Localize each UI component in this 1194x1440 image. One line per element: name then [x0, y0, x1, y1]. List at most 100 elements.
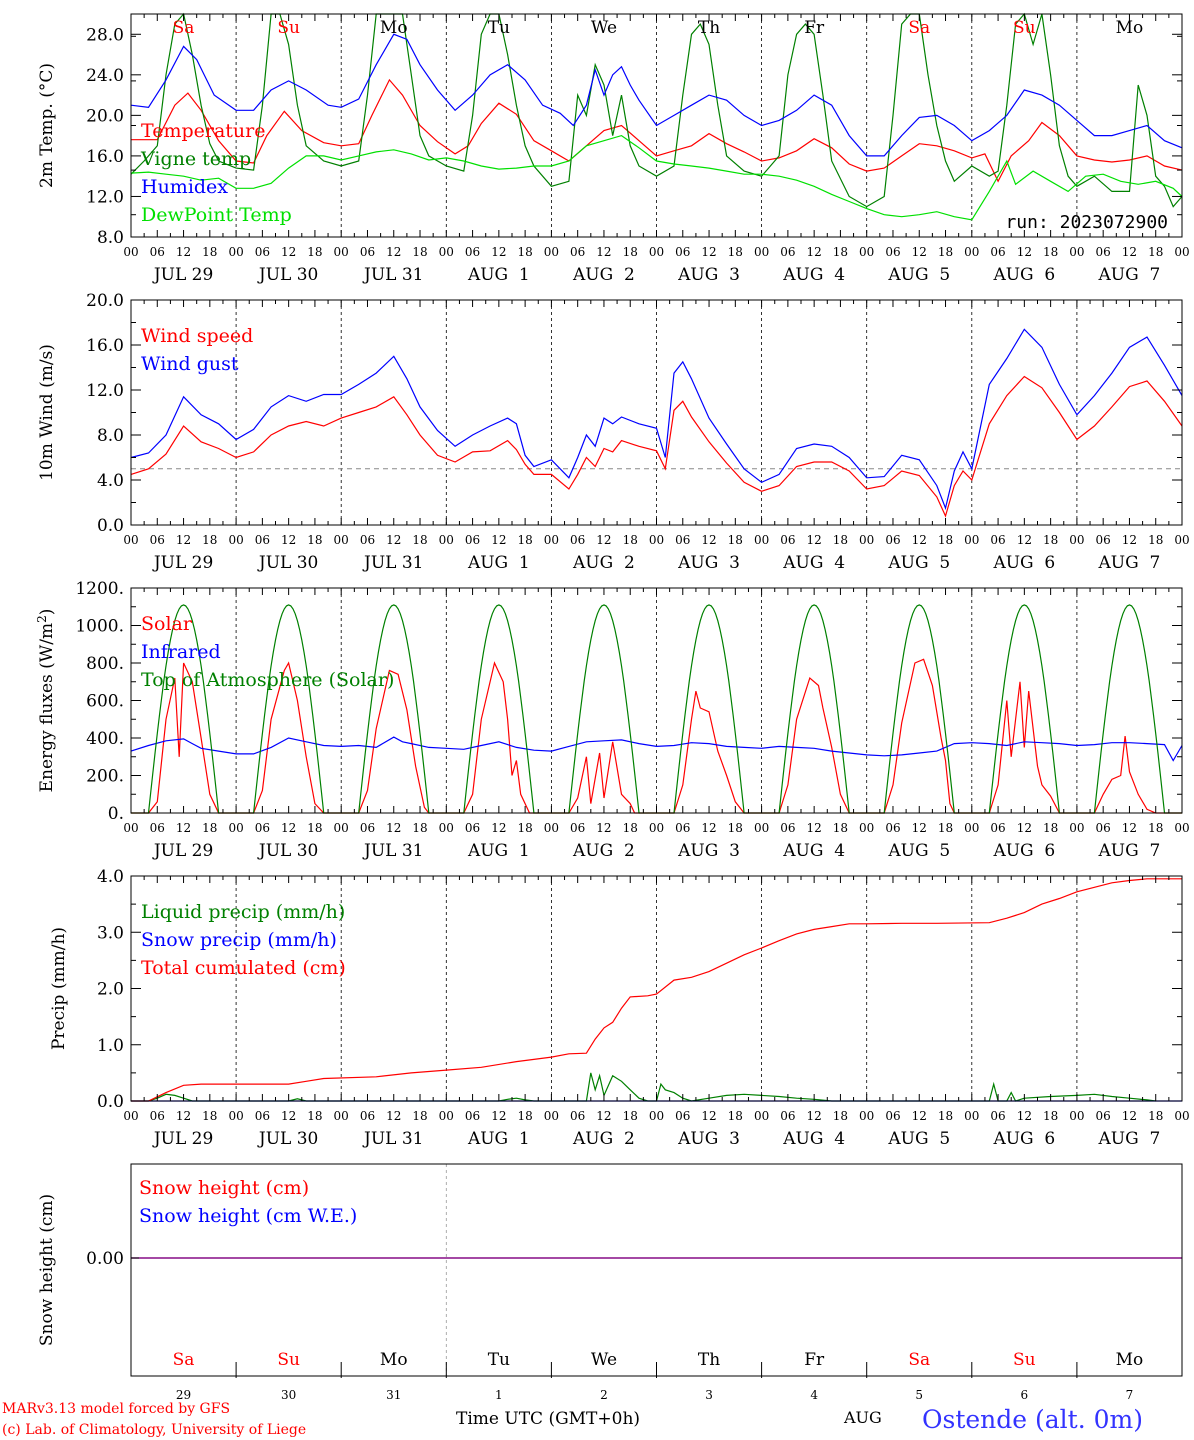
hour-tick-label: 18 [938, 1109, 953, 1123]
hour-tick-label: 00 [123, 533, 138, 547]
weekday-label: Su [1013, 1350, 1036, 1370]
hour-tick-label: 18 [1043, 1109, 1058, 1123]
hour-tick-label: 00 [754, 821, 769, 835]
hour-tick-label: 12 [807, 245, 822, 259]
hour-tick-label: 06 [675, 533, 690, 547]
hour-tick-label: 12 [281, 1109, 296, 1123]
hour-tick-label: 00 [228, 245, 243, 259]
hour-tick-label: 12 [386, 1109, 401, 1123]
hour-tick-label: 12 [701, 245, 716, 259]
day-label: JUL 30 [257, 841, 318, 861]
hour-tick-label: 00 [964, 821, 979, 835]
hour-tick-label: 06 [360, 245, 375, 259]
panel-frame [130, 587, 1183, 814]
weekday-label: Su [277, 18, 300, 38]
hour-tick-label: 00 [439, 245, 454, 259]
legend-entry: Snow precip (mm/h) [141, 929, 337, 951]
y-tick-label: 12.0 [86, 187, 124, 207]
weekday-label: Mo [1116, 1350, 1144, 1370]
hour-tick-label: 18 [728, 533, 743, 547]
hour-tick-label: 12 [281, 533, 296, 547]
hour-tick-label: 06 [465, 245, 480, 259]
legend-entry: Total cumulated (cm) [141, 957, 346, 979]
y-tick-label: 0.00 [86, 1249, 124, 1269]
y-tick-label: 0.0 [97, 1092, 124, 1112]
time-axis-title: Time UTC (GMT+0h) [456, 1409, 640, 1429]
day-label: AUG 7 [1098, 1129, 1161, 1149]
hour-tick-label: 12 [912, 1109, 927, 1123]
hour-tick-label: 06 [150, 533, 165, 547]
legend-entry: Temperature [141, 120, 265, 142]
hour-tick-label: 18 [728, 1109, 743, 1123]
series-line [131, 878, 1182, 1102]
hour-tick-label: 06 [1096, 533, 1111, 547]
superscript: 2 [35, 615, 49, 623]
weekday-label: Sa [908, 18, 930, 38]
day-number-label: 2 [600, 1388, 608, 1402]
y-axis-label: 10m Wind (m/s) [37, 344, 57, 481]
hour-tick-label: 18 [517, 533, 532, 547]
weekday-label: Mo [380, 18, 408, 38]
hour-tick-label: 00 [1069, 245, 1084, 259]
y-tick-label: 400. [86, 729, 124, 749]
hour-tick-label: 00 [334, 245, 349, 259]
day-label: AUG 6 [992, 553, 1055, 573]
weekday-label: We [591, 18, 617, 38]
legend-entry: DewPoint Temp [141, 204, 292, 226]
hour-tick-label: 12 [1122, 533, 1137, 547]
y-tick-label: 200. [86, 767, 124, 787]
hour-tick-label: 06 [675, 1109, 690, 1123]
day-label: AUG 6 [992, 1129, 1055, 1149]
day-label: AUG 4 [782, 1129, 845, 1149]
hour-tick-label: 00 [754, 1109, 769, 1123]
hour-tick-label: 06 [990, 245, 1005, 259]
hour-tick-label: 12 [281, 821, 296, 835]
hour-tick-label: 18 [307, 533, 322, 547]
hour-tick-label: 06 [1096, 1109, 1111, 1123]
y-tick-label: 1000. [75, 617, 124, 637]
hour-tick-label: 12 [491, 821, 506, 835]
hour-tick-label: 00 [964, 533, 979, 547]
hour-tick-label: 18 [202, 821, 217, 835]
day-label: AUG 1 [467, 553, 530, 573]
hour-tick-label: 18 [517, 245, 532, 259]
legend-entry: Vigne temp [140, 148, 251, 170]
y-tick-label: 16.0 [86, 336, 124, 356]
hour-tick-label: 12 [912, 821, 927, 835]
hour-tick-label: 06 [780, 533, 795, 547]
weekday-label: Th [698, 1350, 720, 1370]
hour-tick-label: 06 [255, 245, 270, 259]
day-label: JUL 30 [257, 1129, 318, 1149]
hour-tick-label: 06 [360, 821, 375, 835]
legend-entry: Infrared [141, 641, 221, 663]
hour-tick-label: 12 [491, 533, 506, 547]
day-label: AUG 7 [1098, 841, 1161, 861]
weekday-label: Th [698, 18, 720, 38]
day-label: JUL 30 [257, 265, 318, 285]
weekday-label: Tu [488, 1350, 510, 1370]
hour-tick-label: 18 [412, 1109, 427, 1123]
day-label: AUG 7 [1098, 265, 1161, 285]
hour-tick-label: 00 [754, 533, 769, 547]
hour-tick-label: 12 [1017, 245, 1032, 259]
day-number-label: 4 [810, 1388, 818, 1402]
hour-tick-label: 06 [990, 533, 1005, 547]
hour-tick-label: 12 [1017, 1109, 1032, 1123]
hour-tick-label: 12 [596, 1109, 611, 1123]
series-line [131, 78, 1183, 183]
day-label: AUG 5 [887, 841, 950, 861]
hour-tick-label: 18 [938, 533, 953, 547]
hour-tick-label: 00 [544, 245, 559, 259]
hour-tick-label: 12 [912, 533, 927, 547]
series-line [130, 12, 1183, 208]
series-line [130, 134, 1183, 221]
day-label: JUL 30 [257, 553, 318, 573]
hour-tick-label: 12 [1122, 821, 1137, 835]
run-label: run: 2023072900 [1005, 212, 1168, 233]
day-label: JUL 31 [362, 841, 423, 861]
hour-tick-label: 06 [1096, 821, 1111, 835]
y-tick-label: 0. [108, 804, 124, 824]
hour-tick-label: 18 [833, 1109, 848, 1123]
month-label: AUG [843, 1408, 882, 1427]
